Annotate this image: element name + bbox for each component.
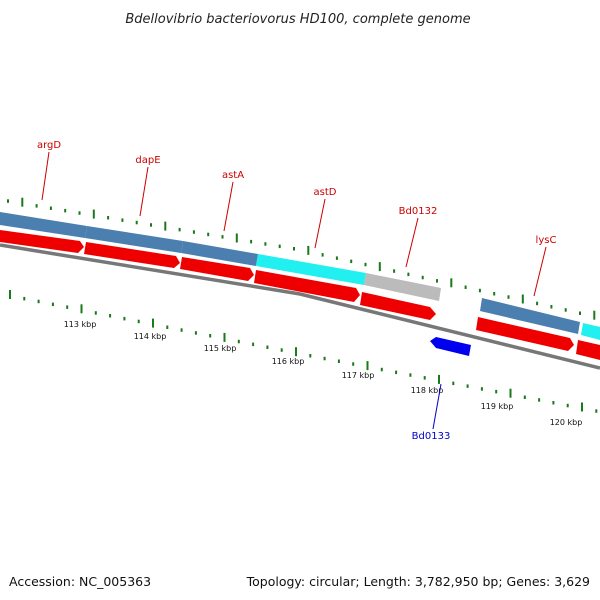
gene-label-lysC: lysC (536, 235, 557, 246)
gene-callout-line (405, 217, 419, 268)
cog-segment-Bd0132 (364, 273, 441, 301)
gene-label-argD: argD (37, 140, 61, 151)
reverse-cds-arrow-Bd0133 (430, 337, 471, 356)
cog-segment-lysC (480, 298, 580, 334)
cog-segment-dapE (85, 226, 183, 253)
scale-label: 114 kbp (134, 332, 167, 341)
scale-label: 117 kbp (342, 371, 375, 380)
gene-label-astD: astD (314, 187, 337, 198)
reverse-gene-labels: Bd0133 (412, 383, 451, 442)
gene-label-Bd0133: Bd0133 (412, 431, 451, 442)
scale-label: 116 kbp (272, 357, 305, 366)
scale-label: 113 kbp (64, 320, 97, 329)
cog-segment-astA (181, 241, 258, 266)
gene-callout-line (533, 246, 547, 297)
gene-callout-line (41, 151, 50, 201)
cds-arrow-argD (0, 230, 84, 253)
cds-arrow-Bd0132 (360, 292, 436, 320)
gene-label-Bd0132: Bd0132 (399, 206, 438, 217)
cds-arrow-astA (180, 257, 254, 281)
scale-label: 115 kbp (204, 344, 237, 353)
forward-cds-track (0, 230, 600, 360)
cog-segment-astD (256, 254, 366, 285)
scale-label: 120 kbp (550, 418, 583, 427)
gene-callout-line (314, 198, 326, 249)
gene-callout-line (139, 166, 149, 217)
gene-label-dapE: dapE (135, 155, 160, 166)
forward-gene-labels: argD dapE astA astD Bd0132 lysC (37, 140, 557, 297)
gene-label-astA: astA (222, 170, 244, 181)
scale-label: 118 kbp (411, 386, 444, 395)
cog-track (0, 212, 600, 340)
cog-segment-edge (581, 323, 600, 340)
cog-segment-argD (0, 212, 87, 238)
cds-arrow-astD (254, 270, 360, 302)
gene-callout-line (432, 383, 442, 430)
genome-summary-text: Topology: circular; Length: 3,782,950 bp… (246, 574, 590, 589)
accession-text: Accession: NC_005363 (9, 574, 151, 589)
cds-arrow-dapE (84, 242, 180, 268)
genome-backbone (0, 243, 600, 370)
inner-tick-ring (9, 290, 598, 413)
map-title: Bdellovibrio bacteriovorus HD100, comple… (125, 12, 470, 27)
cds-arrow-lysC (476, 317, 574, 351)
scale-labels: 113 kbp 114 kbp 115 kbp 116 kbp 117 kbp 118 k… (64, 320, 583, 427)
scale-label: 119 kbp (481, 402, 514, 411)
cds-arrow-edge (576, 340, 600, 360)
gene-callout-line (223, 181, 234, 232)
outer-tick-ring (7, 197, 596, 320)
